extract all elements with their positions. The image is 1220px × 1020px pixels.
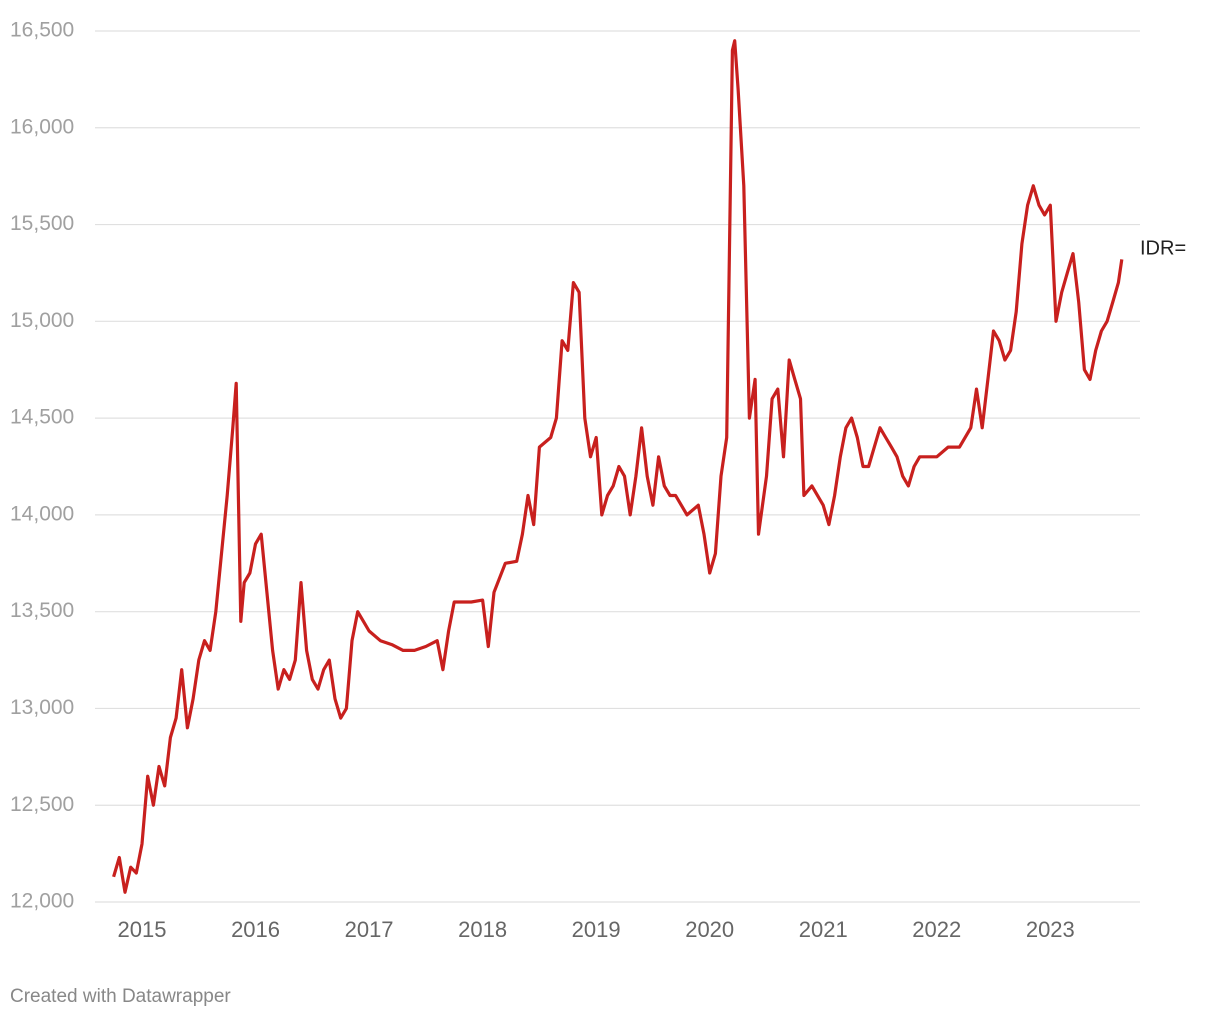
x-tick-label: 2016 [231, 917, 280, 942]
y-tick-label: 14,000 [10, 502, 74, 525]
y-tick-label: 16,000 [10, 115, 74, 138]
line [112, 39, 1124, 894]
x-tick-label: 2018 [458, 917, 507, 942]
x-tick-label: 2022 [912, 917, 961, 942]
y-tick-label: 15,500 [10, 212, 74, 235]
x-tick-label: 2017 [345, 917, 394, 942]
x-tick-label: 2020 [685, 917, 734, 942]
x-tick-label: 2021 [799, 917, 848, 942]
y-tick-label: 12,000 [10, 890, 74, 913]
y-tick-label: 15,000 [10, 309, 74, 332]
x-tick-label: 2015 [118, 917, 167, 942]
y-tick-label: 13,000 [10, 696, 74, 719]
y-tick-label: 13,500 [10, 599, 74, 622]
x-tick-label: 2023 [1026, 917, 1075, 942]
y-tick-label: 12,500 [10, 793, 74, 816]
y-tick-label: 16,500 [10, 19, 74, 42]
x-tick-label: 2019 [572, 917, 621, 942]
footer: Created with Datawrapper [10, 986, 231, 1007]
series-label: IDR= [1140, 238, 1186, 260]
y-tick-label: 14,500 [10, 406, 74, 429]
